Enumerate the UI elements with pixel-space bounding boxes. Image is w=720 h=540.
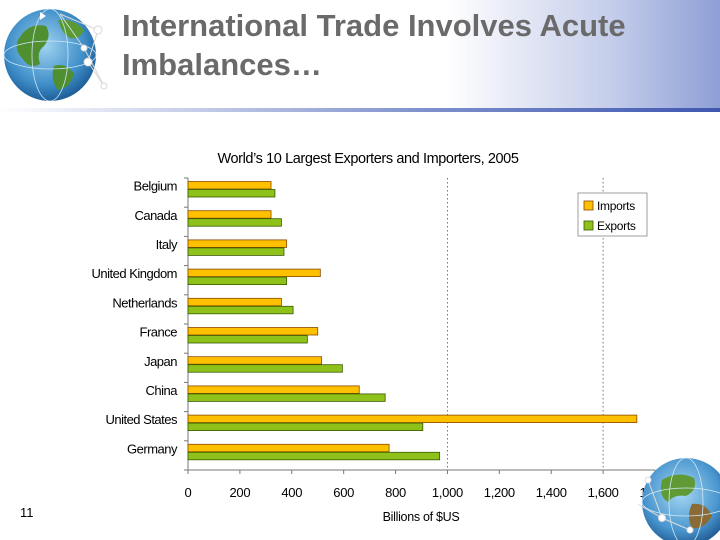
x-tick-label: 1,000 (432, 485, 463, 500)
x-axis-label: Billions of $US (383, 510, 460, 524)
category-label: Canada (134, 208, 178, 223)
header-rule (0, 108, 720, 112)
bar-imports (187, 356, 323, 365)
bar-imports (187, 181, 272, 190)
bar-imports (187, 239, 287, 248)
category-label: United States (105, 412, 178, 427)
legend-swatch-imports (583, 200, 594, 211)
bar-imports (187, 210, 272, 219)
legend-label-exports: Exports (597, 219, 636, 233)
bar-imports (187, 443, 390, 453)
bar-imports (187, 385, 360, 394)
x-tick-label: 800 (385, 485, 406, 500)
bar-exports (187, 305, 294, 315)
x-tick-label: 600 (333, 485, 354, 500)
legend-swatch-exports (583, 220, 594, 231)
bar-exports (187, 276, 287, 286)
bar-exports (187, 189, 276, 198)
bar-imports (187, 268, 321, 278)
slide-number: 11 (20, 505, 34, 520)
bar-exports (187, 422, 424, 432)
category-label: Italy (156, 237, 178, 252)
header-band (0, 0, 720, 112)
category-label: France (140, 325, 178, 340)
category-label: Germany (127, 441, 178, 456)
bar-imports (187, 327, 319, 336)
x-tick-label: 200 (229, 485, 250, 500)
x-tick-label: 1,600 (588, 485, 619, 500)
bar-exports (187, 393, 386, 402)
slide-title: International Trade Involves Acute Imbal… (122, 8, 626, 82)
legend-label-imports: Imports (597, 199, 635, 213)
category-label: China (146, 383, 179, 398)
bar-imports (187, 297, 282, 307)
category-label: Netherlands (112, 295, 178, 310)
x-tick-label: 400 (281, 485, 302, 500)
category-label: Belgium (134, 179, 177, 194)
bar-exports (187, 364, 343, 373)
bar-exports (187, 335, 308, 344)
category-label: United Kingdom (92, 266, 178, 281)
x-tick-label: 1,200 (484, 485, 515, 500)
x-tick-label: 1,400 (536, 485, 567, 500)
bar-exports (187, 247, 285, 256)
chart-title: World’s 10 Largest Exporters and Importe… (217, 151, 518, 167)
bar-exports (187, 451, 441, 461)
category-label: Japan (144, 354, 177, 369)
bar-imports (187, 414, 638, 424)
legend: Imports Exports (577, 192, 648, 237)
globe-icon (637, 457, 720, 540)
x-tick-label: 0 (185, 485, 192, 500)
bar-exports (187, 218, 282, 227)
globe-icon (3, 8, 108, 102)
